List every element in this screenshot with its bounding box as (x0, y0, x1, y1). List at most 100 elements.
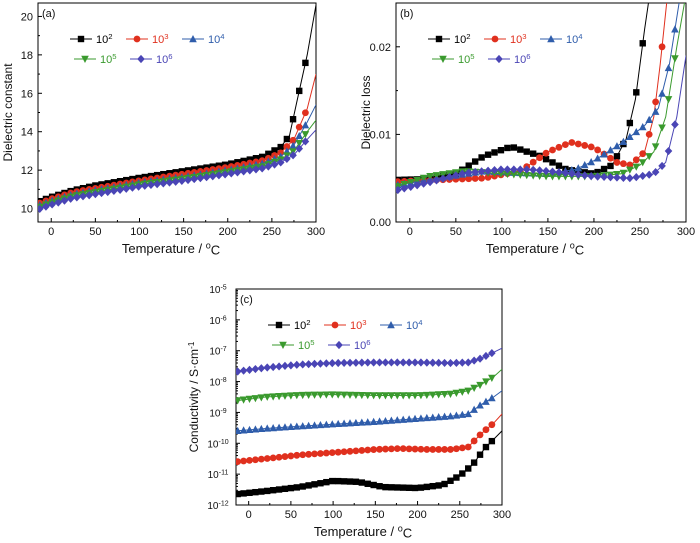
data-point (400, 184, 409, 193)
data-point (316, 391, 325, 399)
data-point (258, 488, 265, 495)
data-point (413, 176, 421, 185)
legend-marker (547, 35, 555, 43)
data-point (429, 446, 437, 453)
plot-area (396, 3, 686, 195)
data-point (263, 363, 272, 372)
data-point (426, 177, 434, 187)
data-point (387, 392, 396, 400)
data-point (510, 165, 518, 174)
data-point (281, 361, 289, 371)
data-point (548, 173, 557, 181)
data-point (607, 154, 614, 162)
series-10-4 (236, 390, 502, 435)
legend: 102 103 104 105 106 (268, 318, 423, 352)
data-point (568, 139, 576, 146)
chart-panel-c: 0 50 100 150 200 250 300 10-12 10-11 10-10 10-9 10-… (186, 285, 511, 541)
data-point (476, 381, 484, 390)
data-point (411, 484, 419, 492)
data-point (399, 415, 407, 423)
data-point (484, 166, 492, 175)
data-point (664, 96, 673, 104)
data-point (619, 169, 628, 177)
legend-marker (335, 340, 343, 350)
legend-marker (279, 341, 287, 349)
data-point (298, 422, 307, 430)
data-point (536, 154, 544, 162)
legend-label: 103 (152, 32, 169, 46)
data-point (322, 391, 331, 399)
data-point (352, 447, 360, 455)
data-point (446, 390, 455, 398)
data-point (632, 173, 641, 182)
data-point (304, 421, 313, 429)
data-point (369, 392, 378, 400)
legend-label: 104 (208, 32, 225, 46)
data-point (215, 171, 223, 180)
data-point (227, 169, 236, 178)
data-point (471, 167, 479, 177)
data-point (671, 55, 679, 63)
data-point (364, 446, 372, 454)
legend-label: 105 (458, 52, 475, 66)
data-point (482, 426, 490, 434)
x-tick-label: 100 (324, 509, 342, 521)
y-axis-label: Dielectric constant (1, 63, 15, 162)
data-point (428, 391, 437, 399)
data-point (363, 418, 372, 426)
data-point (440, 391, 449, 399)
data-point (263, 393, 272, 401)
data-point (322, 359, 331, 368)
data-point (405, 415, 413, 423)
data-point (305, 482, 312, 489)
data-point (470, 384, 478, 392)
y-tick-label: 14 (21, 127, 33, 139)
data-point (208, 172, 217, 181)
data-point (477, 167, 486, 176)
data-point (452, 411, 461, 419)
data-point (239, 426, 248, 434)
data-point (147, 180, 155, 190)
legend-item: 104 (182, 32, 225, 46)
data-point (594, 146, 602, 154)
legend-item: 103 (484, 32, 527, 46)
data-point (269, 454, 277, 462)
data-point (510, 144, 518, 151)
legend-marker (189, 35, 197, 43)
data-point (295, 140, 304, 148)
data-point (302, 59, 309, 67)
data-point (413, 181, 421, 190)
data-point (236, 397, 242, 405)
series-10-5 (236, 368, 502, 405)
x-axis-label: Temperature / oC (486, 240, 584, 257)
legend-label: 102 (96, 32, 113, 46)
data-point (66, 194, 75, 203)
data-point (311, 481, 318, 488)
data-point (251, 364, 260, 374)
data-point (245, 425, 254, 434)
data-point (555, 173, 563, 181)
panel-label: (a) (42, 8, 55, 20)
data-point (465, 465, 472, 472)
data-point (245, 365, 254, 374)
data-point (299, 483, 306, 490)
data-point (645, 115, 653, 123)
data-point (289, 116, 297, 123)
data-point (446, 358, 455, 368)
data-point (275, 393, 283, 401)
data-point (38, 204, 44, 213)
data-point (73, 193, 81, 202)
data-point (574, 140, 582, 148)
data-point (239, 167, 248, 176)
data-point (434, 391, 443, 399)
data-point (275, 453, 283, 461)
legend-marker (137, 54, 145, 64)
data-point (316, 420, 325, 429)
data-point (370, 481, 377, 489)
data-point (236, 490, 241, 498)
data-point (488, 374, 496, 382)
legend-label: 102 (454, 32, 471, 46)
data-point (257, 455, 265, 463)
data-point (516, 171, 525, 179)
legend-item: 105 (272, 338, 315, 352)
